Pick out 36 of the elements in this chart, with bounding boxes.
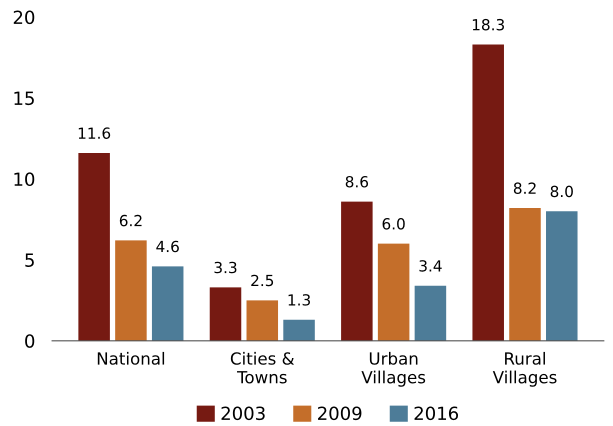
- bar: [78, 153, 110, 341]
- data-label: 11.6: [78, 127, 110, 139]
- data-label: 8.2: [514, 182, 536, 194]
- x-tick-label: Urban Villages: [361, 352, 426, 387]
- data-label: 4.6: [156, 240, 179, 252]
- data-label: 1.3: [288, 294, 310, 306]
- data-label: 3.4: [419, 260, 442, 272]
- bar: [414, 286, 446, 341]
- bar: [210, 287, 242, 341]
- bar: [509, 208, 541, 341]
- legend-label: 2009: [318, 406, 362, 420]
- bar: [246, 300, 278, 341]
- y-tick-label: 0: [25, 334, 34, 348]
- bar: [283, 320, 315, 341]
- legend-label: 2003: [222, 406, 265, 420]
- data-label: 18.3: [472, 18, 504, 30]
- bar: [472, 44, 504, 341]
- x-tick-label: Rural Villages: [492, 352, 556, 387]
- data-label: 6.0: [382, 218, 405, 230]
- x-tick-label: Cities & Towns: [230, 352, 294, 384]
- y-tick-label: 5: [25, 254, 34, 267]
- x-tick-label: National: [98, 352, 164, 365]
- data-label: 6.2: [120, 214, 142, 226]
- data-label: 3.3: [214, 262, 236, 274]
- bar: [378, 244, 410, 341]
- data-label: 8.6: [346, 176, 368, 188]
- bar: [341, 202, 373, 341]
- data-label: 8.0: [550, 186, 573, 198]
- legend-label: 2016: [414, 406, 458, 420]
- y-tick-label: 20: [14, 10, 34, 24]
- y-tick-label: 15: [14, 92, 34, 106]
- bar: [152, 266, 184, 341]
- y-tick-label: 10: [14, 172, 34, 186]
- bar: [115, 240, 147, 341]
- data-label: 2.5: [251, 274, 274, 286]
- bar: [546, 211, 578, 341]
